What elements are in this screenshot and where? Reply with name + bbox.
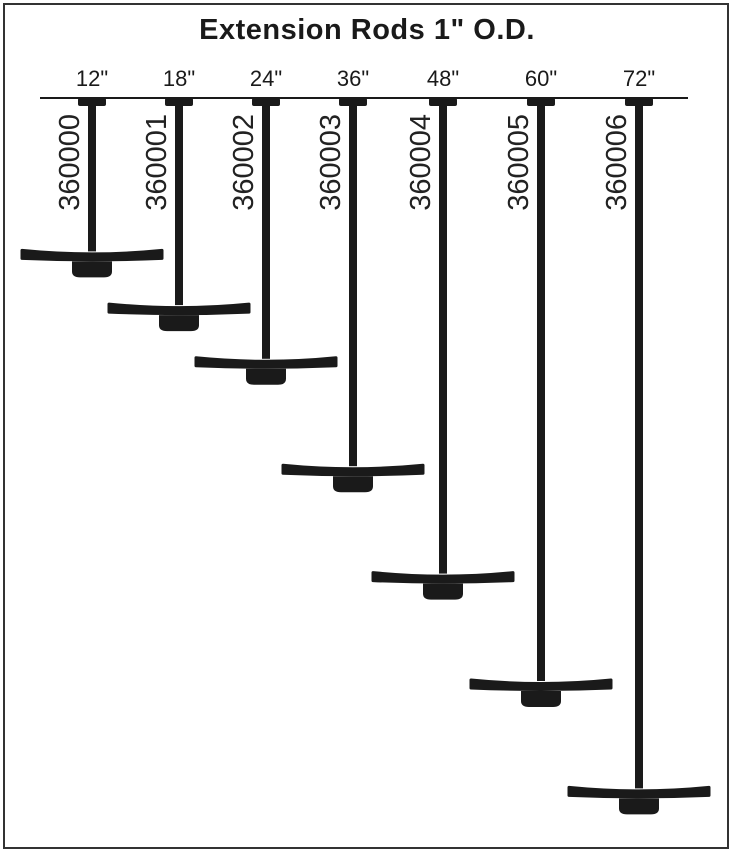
fan-blades bbox=[469, 678, 613, 691]
diagram-title: Extension Rods 1" O.D. bbox=[199, 14, 535, 46]
fan-motor-housing bbox=[159, 315, 199, 332]
extension-rod bbox=[439, 102, 447, 574]
rod-length-label: 12" bbox=[76, 66, 108, 91]
part-number-label: 360003 bbox=[315, 114, 347, 211]
fan-motor-housing bbox=[521, 691, 561, 707]
extension-rod bbox=[262, 102, 270, 359]
rod-length-label: 72" bbox=[623, 66, 655, 91]
part-number-label: 360000 bbox=[54, 114, 86, 211]
rod-length-label: 36" bbox=[337, 66, 369, 91]
fan-motor-housing bbox=[246, 368, 286, 385]
extension-rod bbox=[349, 102, 357, 467]
rod-length-label: 48" bbox=[427, 66, 459, 91]
extension-rod bbox=[537, 102, 545, 681]
fan-motor-housing bbox=[333, 476, 373, 493]
extension-rod bbox=[175, 102, 183, 306]
extension-rod bbox=[635, 102, 643, 789]
fan-blades bbox=[20, 248, 164, 262]
part-number-label: 360002 bbox=[228, 114, 260, 211]
rod-length-label: 60" bbox=[525, 66, 557, 91]
fan-blades bbox=[567, 785, 711, 799]
fan-blades bbox=[194, 356, 338, 369]
part-number-label: 360005 bbox=[503, 114, 535, 211]
fan-motor-housing bbox=[619, 798, 659, 815]
rod-length-label: 24" bbox=[250, 66, 282, 91]
fan-blades bbox=[107, 302, 251, 316]
rod-length-label: 18" bbox=[163, 66, 195, 91]
extension-rod bbox=[88, 102, 96, 252]
fan-blades bbox=[281, 463, 425, 477]
fan-motor-housing bbox=[72, 261, 112, 278]
part-number-label: 360006 bbox=[601, 114, 633, 211]
part-number-label: 360001 bbox=[141, 114, 173, 211]
fan-motor-housing bbox=[423, 583, 463, 600]
part-number-label: 360004 bbox=[405, 114, 437, 211]
fan-blades bbox=[371, 571, 515, 584]
diagram-frame bbox=[3, 3, 729, 849]
